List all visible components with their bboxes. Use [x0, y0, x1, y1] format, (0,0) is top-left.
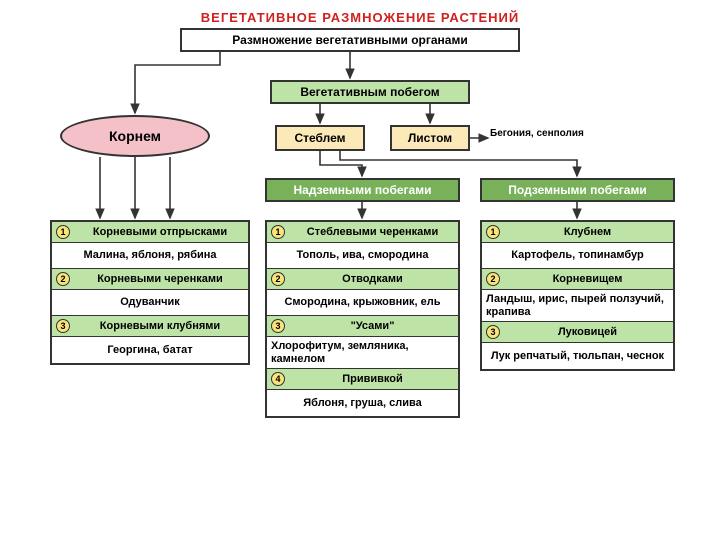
- left-column: 1 Корневыми отпрысками Малина, яблоня, ряб…: [50, 220, 250, 365]
- method-label: Корневыми отпрысками: [76, 226, 244, 238]
- method-row: 3 Корневыми клубнями: [52, 316, 248, 337]
- example-row: Тополь, ива, смородина: [267, 243, 458, 269]
- number-badge: 2: [271, 272, 285, 286]
- example-row: Георгина, батат: [52, 337, 248, 363]
- steblem-node: Стеблем: [275, 125, 365, 151]
- method-row: 4 Прививкой: [267, 369, 458, 390]
- example-row: Хлорофитум, земляника, камнелом: [267, 337, 458, 369]
- number-badge: 1: [56, 225, 70, 239]
- method-label: Корневищем: [506, 273, 669, 285]
- method-row: 1 Стеблевыми черенками: [267, 222, 458, 243]
- kornem-label: Корнем: [109, 128, 161, 144]
- number-badge: 3: [271, 319, 285, 333]
- method-label: Корневыми черенками: [76, 273, 244, 285]
- method-row: 2 Отводками: [267, 269, 458, 290]
- number-badge: 3: [56, 319, 70, 333]
- example-row: Лук репчатый, тюльпан, чеснок: [482, 343, 673, 369]
- example-row: Малина, яблоня, рябина: [52, 243, 248, 269]
- method-label: Прививкой: [291, 373, 454, 385]
- podzem-node: Подземными побегами: [480, 178, 675, 202]
- podzem-label: Подземными побегами: [508, 183, 646, 197]
- method-row: 2 Корневищем: [482, 269, 673, 290]
- right-column: 1 Клубнем Картофель, топинамбур 2 Корневищем…: [480, 220, 675, 371]
- method-row: 1 Клубнем: [482, 222, 673, 243]
- nadzem-node: Надземными побегами: [265, 178, 460, 202]
- nadzem-label: Надземными побегами: [294, 183, 432, 197]
- root-label: Размножение вегетативными органами: [232, 33, 467, 47]
- example-row: Одуванчик: [52, 290, 248, 316]
- example-row: Картофель, топинамбур: [482, 243, 673, 269]
- method-label: Клубнем: [506, 226, 669, 238]
- method-label: Корневыми клубнями: [76, 320, 244, 332]
- method-label: Стеблевыми черенками: [291, 226, 454, 238]
- diagram-canvas: ВЕГЕТАТИВНОЕ РАЗМНОЖЕНИЕ РАСТЕНИЙ Размно…: [50, 10, 670, 490]
- steblem-label: Стеблем: [294, 131, 345, 145]
- listom-examples: Бегония, сенполия: [490, 128, 650, 139]
- listom-ex-text: Бегония, сенполия: [490, 128, 584, 139]
- diagram-title: ВЕГЕТАТИВНОЕ РАЗМНОЖЕНИЕ РАСТЕНИЙ: [50, 10, 670, 25]
- listom-label: Листом: [408, 131, 452, 145]
- example-row: Яблоня, груша, слива: [267, 390, 458, 416]
- root-node: Размножение вегетативными органами: [180, 28, 520, 52]
- listom-node: Листом: [390, 125, 470, 151]
- method-label: Отводками: [291, 273, 454, 285]
- method-row: 3 Луковицей: [482, 322, 673, 343]
- number-badge: 4: [271, 372, 285, 386]
- method-row: 3 "Усами": [267, 316, 458, 337]
- method-label: Луковицей: [506, 326, 669, 338]
- number-badge: 2: [56, 272, 70, 286]
- number-badge: 1: [486, 225, 500, 239]
- kornem-node: Корнем: [60, 115, 210, 157]
- shoot-label: Вегетативным побегом: [300, 85, 439, 99]
- mid-column: 1 Стеблевыми черенками Тополь, ива, смород…: [265, 220, 460, 418]
- shoot-node: Вегетативным побегом: [270, 80, 470, 104]
- method-label: "Усами": [291, 320, 454, 332]
- number-badge: 1: [271, 225, 285, 239]
- method-row: 1 Корневыми отпрысками: [52, 222, 248, 243]
- number-badge: 2: [486, 272, 500, 286]
- number-badge: 3: [486, 325, 500, 339]
- example-row: Смородина, крыжовник, ель: [267, 290, 458, 316]
- method-row: 2 Корневыми черенками: [52, 269, 248, 290]
- example-row: Ландыш, ирис, пырей ползучий, крапива: [482, 290, 673, 322]
